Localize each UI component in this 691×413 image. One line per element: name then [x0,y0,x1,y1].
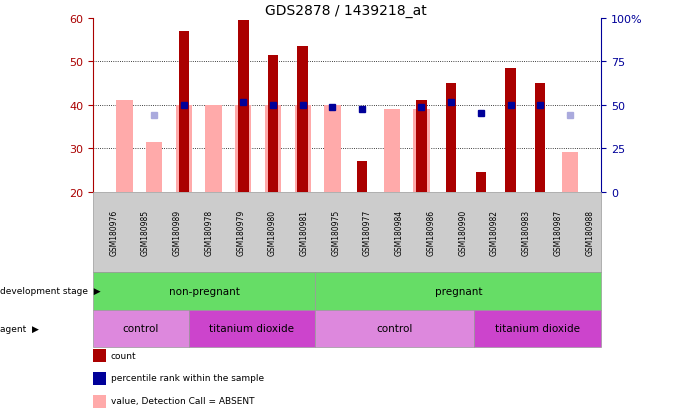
Bar [116,101,133,192]
Text: pregnant: pregnant [435,286,482,296]
Text: GSM180979: GSM180979 [236,209,245,255]
Text: GSM180975: GSM180975 [332,209,341,255]
Text: development stage  ▶: development stage ▶ [0,287,101,296]
Bar [413,109,430,192]
Bar [416,101,426,192]
Text: non-pregnant: non-pregnant [169,286,240,296]
Bar [505,69,515,192]
Bar [357,161,368,192]
Bar [298,47,308,192]
Text: GSM180987: GSM180987 [553,209,562,255]
Text: GSM180980: GSM180980 [268,209,277,255]
Bar [446,83,456,192]
Bar [535,83,545,192]
Bar [294,105,311,192]
Text: GDS2878 / 1439218_at: GDS2878 / 1439218_at [265,4,426,18]
Text: titanium dioxide: titanium dioxide [495,323,580,333]
Bar [324,105,341,192]
Text: percentile rank within the sample: percentile rank within the sample [111,373,264,382]
Text: control: control [377,323,413,333]
Text: GSM180989: GSM180989 [173,209,182,255]
Text: GSM180982: GSM180982 [490,209,499,255]
Bar [475,173,486,192]
Text: value, Detection Call = ABSENT: value, Detection Call = ABSENT [111,396,254,405]
Text: agent  ▶: agent ▶ [0,324,39,333]
Bar [235,105,252,192]
Text: GSM180983: GSM180983 [522,209,531,255]
Text: GSM180988: GSM180988 [585,209,594,255]
Text: GSM180986: GSM180986 [426,209,435,255]
Bar [205,105,222,192]
Bar [238,21,249,192]
Bar [179,32,189,192]
Text: GSM180985: GSM180985 [141,209,150,255]
Bar [268,55,278,192]
Bar [562,153,578,192]
Text: GSM180977: GSM180977 [363,209,372,255]
Text: titanium dioxide: titanium dioxide [209,323,294,333]
Text: GSM180981: GSM180981 [300,209,309,255]
Text: control: control [123,323,159,333]
Bar [384,109,400,192]
Text: GSM180990: GSM180990 [458,209,467,255]
Text: count: count [111,351,136,360]
Bar [265,105,281,192]
Bar [176,105,192,192]
Bar [146,142,162,192]
Text: GSM180976: GSM180976 [109,209,118,255]
Text: GSM180984: GSM180984 [395,209,404,255]
Text: GSM180978: GSM180978 [205,209,214,255]
